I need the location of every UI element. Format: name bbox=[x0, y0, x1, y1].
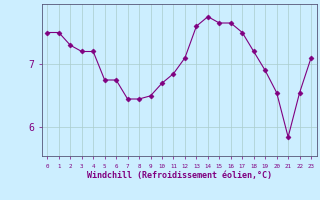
X-axis label: Windchill (Refroidissement éolien,°C): Windchill (Refroidissement éolien,°C) bbox=[87, 171, 272, 180]
